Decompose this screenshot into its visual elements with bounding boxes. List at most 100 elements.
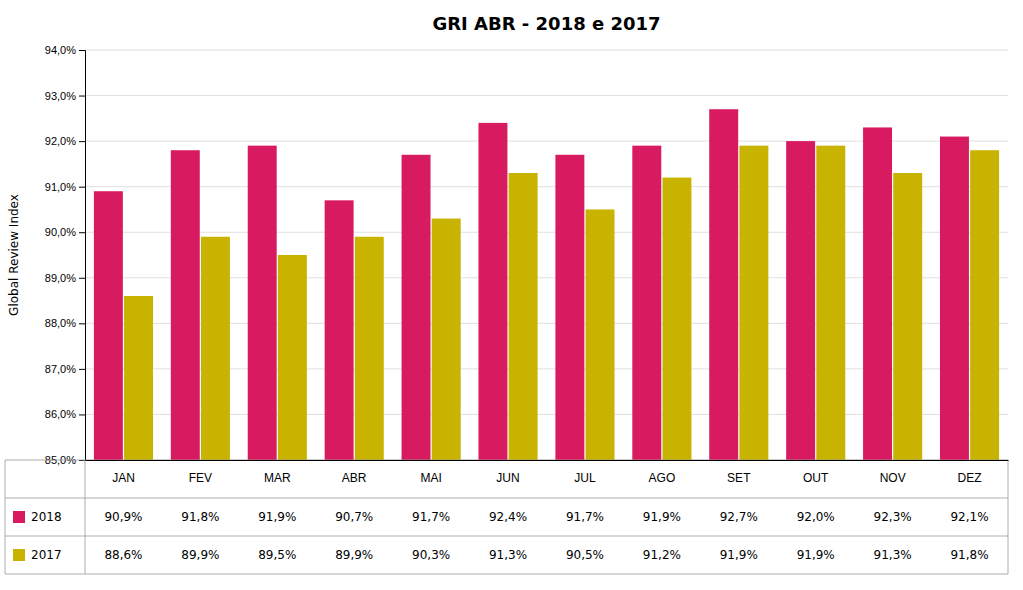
bars [94,109,999,460]
data-label: 88,6% [104,548,142,562]
tick: 92,0% [45,135,85,147]
plot: 85,0%86,0%87,0%88,0%89,0%90,0%91,0%92,0%… [5,44,1009,574]
tick: FEV [189,460,212,485]
bar [893,173,922,460]
bar [201,237,230,460]
bar [478,123,507,460]
tick: DEZ [958,460,982,485]
tick: 93,0% [45,90,85,102]
tick-label: 93,0% [45,90,76,102]
legend-label: 2018 [31,510,62,524]
bar [124,296,153,460]
tick-label: MAR [264,471,291,485]
tick: MAI [420,460,441,485]
data-label: 89,5% [258,548,296,562]
data-label: 92,1% [950,510,988,524]
tick: 91,0% [45,181,85,193]
data-label: 90,5% [566,548,604,562]
tick-label: JUN [496,471,519,485]
tick: 88,0% [45,317,85,329]
tick-label: 94,0% [45,44,76,56]
table-rule [5,536,1008,537]
bar [325,200,354,460]
tick-label: 86,0% [45,408,76,420]
tick-mark [79,414,85,415]
data-label: 91,8% [950,548,988,562]
tick-label: JAN [112,471,135,485]
data-label: 90,9% [104,510,142,524]
tick-label: MAI [420,471,441,485]
data-label: 92,7% [720,510,758,524]
bar [586,209,615,460]
data-label: 91,7% [566,510,604,524]
data-label: 91,9% [643,510,681,524]
data-label: 92,4% [489,510,527,524]
axis-line [86,460,1009,461]
bar [662,178,691,460]
tick-label: 89,0% [45,272,76,284]
tick-mark [79,50,85,51]
tick-mark [79,278,85,279]
tick: MAR [264,460,291,485]
data-label: 89,9% [335,548,373,562]
tick-label: ABR [342,471,367,485]
table-rule [5,460,6,574]
data-label: 89,9% [181,548,219,562]
tick: AGO [649,460,676,485]
tick: ABR [342,460,367,485]
data-label: 91,9% [720,548,758,562]
data-label: 91,8% [181,510,219,524]
grid [85,50,1008,460]
data-label: 91,3% [489,548,527,562]
bar [94,191,123,460]
data-label: 91,3% [874,548,912,562]
bar [509,173,538,460]
table-rule [5,498,1008,499]
tick: 90,0% [45,226,85,238]
tick-mark [79,96,85,97]
bar [970,150,999,460]
tick-label: JUL [574,471,596,485]
bar [432,219,461,460]
bar [632,146,661,460]
table-row: 201788,6%89,9%89,5%89,9%90,3%91,3%90,5%9… [13,548,989,562]
tick-mark [79,232,85,233]
bar-series [94,109,969,460]
tick: 94,0% [45,44,85,56]
bar [248,146,277,460]
tick-mark [79,141,85,142]
tick-label: DEZ [958,471,982,485]
tick: 89,0% [45,272,85,284]
bar [555,155,584,460]
tick: NOV [880,460,906,485]
bar [863,127,892,460]
table-rule [5,460,1008,461]
tick-label: 90,0% [45,226,76,238]
tick-label: 91,0% [45,181,76,193]
tick: JAN [112,460,135,485]
tick: SET [727,460,751,485]
data-label: 92,3% [874,510,912,524]
data-label: 91,7% [412,510,450,524]
bar [816,146,845,460]
tick-mark [79,187,85,188]
bar [739,146,768,460]
data-label: 91,9% [258,510,296,524]
tick-label: 87,0% [45,363,76,375]
tick-label: SET [727,471,751,485]
legend-label: 2017 [31,548,62,562]
table-rule [1008,460,1009,574]
tick-label: 92,0% [45,135,76,147]
bar [940,137,969,460]
bar-series [124,146,999,460]
bar [402,155,431,460]
legend-swatch [13,549,25,561]
tick: OUT [803,460,829,485]
chart: 85,0%86,0%87,0%88,0%89,0%90,0%91,0%92,0%… [0,0,1023,590]
data-label: 92,0% [797,510,835,524]
bar [171,150,200,460]
bar [355,237,384,460]
tick-label: 88,0% [45,317,76,329]
table-rule [5,574,1008,575]
table: 201890,9%91,8%91,9%90,7%91,7%92,4%91,7%9… [5,460,1008,574]
